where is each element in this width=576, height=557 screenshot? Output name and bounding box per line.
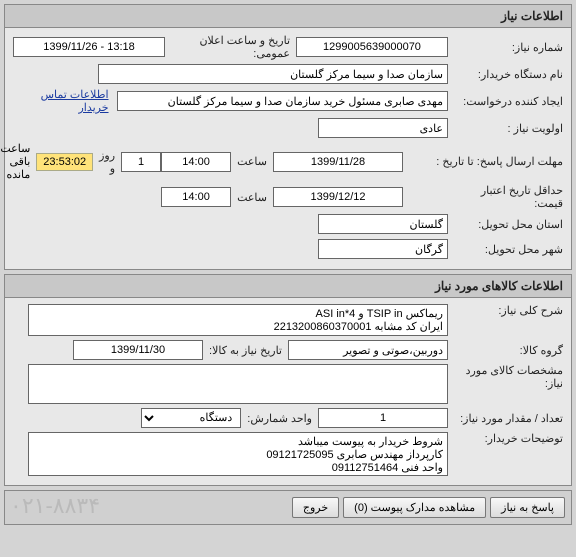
- city-label: شهر محل تحویل:: [448, 243, 563, 256]
- min-validity-time-input[interactable]: [161, 187, 231, 207]
- city-input[interactable]: [318, 239, 448, 259]
- action-toolbar: پاسخ به نیاز مشاهده مدارک پیوست (0) خروج: [4, 490, 572, 525]
- notes-textarea[interactable]: [28, 432, 448, 476]
- notes-label: توضیحات خریدار:: [448, 432, 563, 445]
- unit-select[interactable]: دستگاه: [141, 408, 241, 428]
- contact-link[interactable]: اطلاعات تماس خریدار: [13, 88, 109, 114]
- group-input[interactable]: [288, 340, 448, 360]
- days-label: روز و: [93, 149, 121, 175]
- desc-textarea[interactable]: [28, 304, 448, 336]
- need-number-label: شماره نیاز:: [448, 41, 563, 54]
- deadline-date-input[interactable]: [273, 152, 403, 172]
- unit-label: واحد شمارش:: [241, 412, 318, 425]
- time-label-2: ساعت: [231, 191, 273, 204]
- province-input[interactable]: [318, 214, 448, 234]
- time-label-1: ساعت: [231, 155, 273, 168]
- min-validity-label: حداقل تاریخ اعتبار قیمت:: [403, 184, 563, 210]
- priority-label: اولویت نیاز :: [448, 122, 563, 135]
- qty-input[interactable]: [318, 408, 448, 428]
- need-info-panel: اطلاعات نیاز شماره نیاز: تاریخ و ساعت اع…: [4, 4, 572, 270]
- need-until-label: تاریخ نیاز به کالا:: [203, 344, 288, 357]
- announce-input[interactable]: [13, 37, 165, 57]
- qty-label: تعداد / مقدار مورد نیاز:: [448, 412, 563, 425]
- countdown-timer: 23:53:02: [36, 153, 93, 171]
- need-until-input[interactable]: [73, 340, 203, 360]
- requester-input[interactable]: [117, 91, 448, 111]
- spec-label: مشخصات کالای مورد نیاز:: [448, 364, 563, 390]
- announce-label: تاریخ و ساعت اعلان عمومی:: [165, 34, 296, 60]
- days-remaining-input[interactable]: [121, 152, 161, 172]
- deadline-time-input[interactable]: [161, 152, 231, 172]
- group-label: گروه کالا:: [448, 344, 563, 357]
- remaining-label: ساعت باقی مانده: [0, 142, 36, 181]
- buyer-org-input[interactable]: [98, 64, 448, 84]
- requester-label: ایجاد کننده درخواست:: [448, 95, 563, 108]
- buyer-org-label: نام دستگاه خریدار:: [448, 68, 563, 81]
- need-number-input[interactable]: [296, 37, 448, 57]
- panel1-title: اطلاعات نیاز: [5, 5, 571, 28]
- desc-label: شرح کلی نیاز:: [448, 304, 563, 317]
- reply-button[interactable]: پاسخ به نیاز: [490, 497, 565, 518]
- deadline-label: مهلت ارسال پاسخ: تا تاریخ :: [403, 155, 563, 168]
- province-label: استان محل تحویل:: [448, 218, 563, 231]
- view-docs-button[interactable]: مشاهده مدارک پیوست (0): [343, 497, 486, 518]
- spec-textarea[interactable]: [28, 364, 448, 404]
- panel2-title: اطلاعات کالاهای مورد نیاز: [5, 275, 571, 298]
- exit-button[interactable]: خروج: [292, 497, 339, 518]
- goods-info-panel: اطلاعات کالاهای مورد نیاز شرح کلی نیاز: …: [4, 274, 572, 486]
- priority-input[interactable]: [318, 118, 448, 138]
- min-validity-date-input[interactable]: [273, 187, 403, 207]
